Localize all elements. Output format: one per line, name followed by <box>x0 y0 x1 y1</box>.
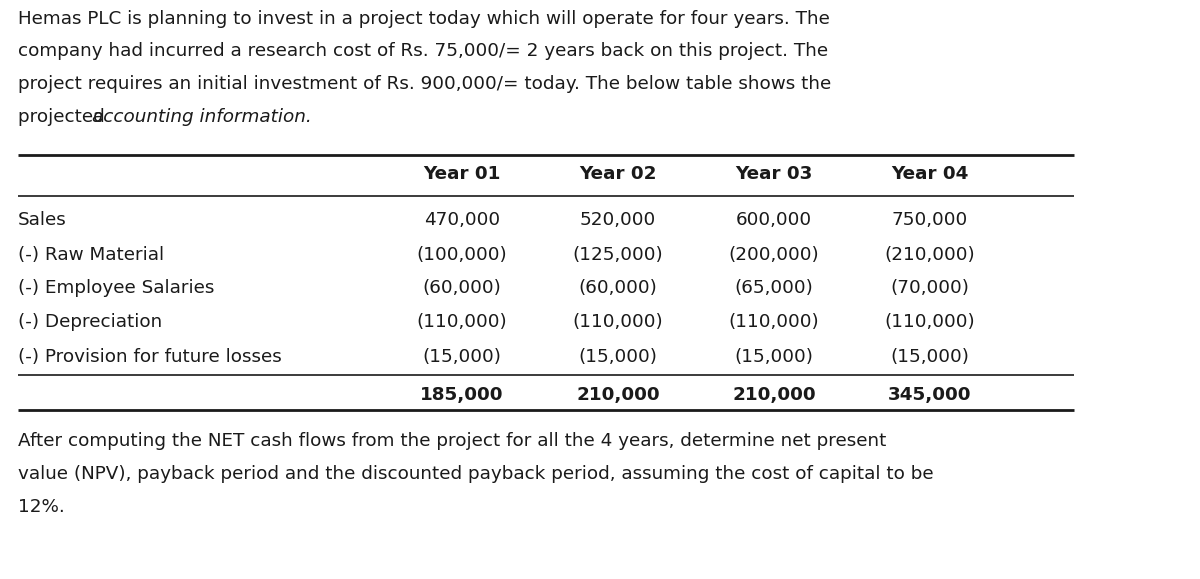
Text: accounting information.: accounting information. <box>92 108 312 126</box>
Text: Year 03: Year 03 <box>736 165 812 183</box>
Text: (65,000): (65,000) <box>734 279 814 297</box>
Text: 210,000: 210,000 <box>576 386 660 404</box>
Text: Sales: Sales <box>18 211 67 229</box>
Text: 345,000: 345,000 <box>888 386 972 404</box>
Text: company had incurred a research cost of Rs. 75,000/= 2 years back on this projec: company had incurred a research cost of … <box>18 42 828 60</box>
Text: (110,000): (110,000) <box>416 313 508 331</box>
Text: (110,000): (110,000) <box>728 313 820 331</box>
Text: Year 02: Year 02 <box>580 165 656 183</box>
Text: Year 04: Year 04 <box>892 165 968 183</box>
Text: (15,000): (15,000) <box>422 348 502 366</box>
Text: project requires an initial investment of Rs. 900,000/= today. The below table s: project requires an initial investment o… <box>18 75 832 93</box>
Text: (60,000): (60,000) <box>422 279 502 297</box>
Text: value (NPV), payback period and the discounted payback period, assuming the cost: value (NPV), payback period and the disc… <box>18 465 934 483</box>
Text: After computing the NET cash flows from the project for all the 4 years, determi: After computing the NET cash flows from … <box>18 432 887 450</box>
Text: 185,000: 185,000 <box>420 386 504 404</box>
Text: (125,000): (125,000) <box>572 246 664 264</box>
Text: (15,000): (15,000) <box>734 348 814 366</box>
Text: 12%.: 12%. <box>18 498 65 516</box>
Text: (15,000): (15,000) <box>890 348 970 366</box>
Text: (-) Raw Material: (-) Raw Material <box>18 246 164 264</box>
Text: 750,000: 750,000 <box>892 211 968 229</box>
Text: (110,000): (110,000) <box>884 313 976 331</box>
Text: (15,000): (15,000) <box>578 348 658 366</box>
Text: 210,000: 210,000 <box>732 386 816 404</box>
Text: (60,000): (60,000) <box>578 279 658 297</box>
Text: 470,000: 470,000 <box>424 211 500 229</box>
Text: projected: projected <box>18 108 110 126</box>
Text: (70,000): (70,000) <box>890 279 970 297</box>
Text: 600,000: 600,000 <box>736 211 812 229</box>
Text: Hemas PLC is planning to invest in a project today which will operate for four y: Hemas PLC is planning to invest in a pro… <box>18 10 830 28</box>
Text: Year 01: Year 01 <box>424 165 500 183</box>
Text: (-) Depreciation: (-) Depreciation <box>18 313 162 331</box>
Text: (-) Provision for future losses: (-) Provision for future losses <box>18 348 282 366</box>
Text: (200,000): (200,000) <box>728 246 820 264</box>
Text: (100,000): (100,000) <box>416 246 508 264</box>
Text: (210,000): (210,000) <box>884 246 976 264</box>
Text: 520,000: 520,000 <box>580 211 656 229</box>
Text: (110,000): (110,000) <box>572 313 664 331</box>
Text: (-) Employee Salaries: (-) Employee Salaries <box>18 279 215 297</box>
